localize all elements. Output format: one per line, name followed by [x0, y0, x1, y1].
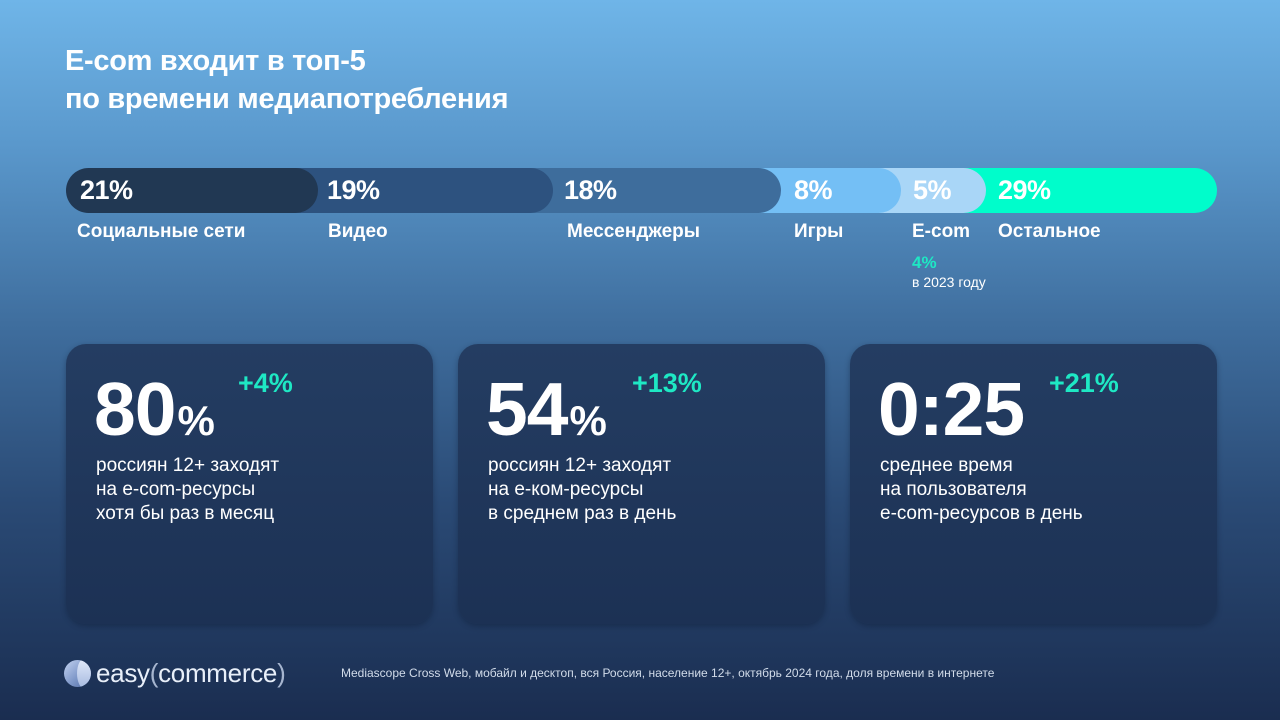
stat-description: россиян 12+ заходят на е-ком-ресурсы в с… [488, 454, 676, 526]
stat-card-daily-reach: 54% +13% россиян 12+ заходят на е-ком-ре… [458, 344, 825, 624]
segment-other-value: 29% [998, 175, 1051, 205]
segment-messengers-value: 18% [564, 175, 617, 205]
desc-line: среднее время [880, 455, 1013, 476]
label-ecom: E-com [912, 221, 971, 242]
stat-value: 80% [94, 364, 215, 466]
stat-delta: +21% [1049, 368, 1119, 398]
label-social: Социальные сети [77, 221, 246, 242]
brand-wordmark: easy(commerce) [96, 658, 286, 689]
stat-delta: +13% [632, 368, 702, 398]
desc-line: на e-com-ресурсы [96, 479, 256, 500]
segment-social: 21% [66, 168, 318, 213]
stat-delta: +4% [238, 368, 293, 398]
segment-messengers: 18% [526, 168, 781, 213]
segment-ecom-value: 5% [913, 175, 952, 205]
stat-number: 0:25 [878, 367, 1025, 451]
stat-unit: % [569, 397, 606, 444]
stat-card-avg-time: 0:25 +21% среднее время на пользователя … [850, 344, 1217, 624]
easy-commerce-logo-icon [64, 660, 91, 687]
desc-line: на пользователя [880, 479, 1027, 500]
segment-social-value: 21% [80, 175, 133, 205]
stat-description: среднее время на пользователя e-com-ресу… [880, 454, 1083, 526]
stat-number: 54 [486, 367, 568, 451]
page-title: E-com входит в топ-5 по времени медиапот… [65, 42, 509, 118]
brand-paren: ( [149, 658, 159, 688]
desc-line: россиян 12+ заходят [488, 455, 672, 476]
stat-number: 80 [94, 367, 176, 451]
stat-value: 0:25 [878, 364, 1026, 466]
brand-paren: ) [277, 658, 286, 688]
stat-card-monthly-reach: 80% +4% россиян 12+ заходят на e-com-рес… [66, 344, 433, 624]
desc-line: e-com-ресурсов в день [880, 503, 1083, 524]
ecom-2023-caption: в 2023 году [912, 274, 986, 290]
segment-video: 19% [291, 168, 553, 213]
ecom-2023-value: 4% [912, 253, 937, 272]
label-games: Игры [794, 221, 844, 242]
stat-value: 54% [486, 364, 607, 466]
desc-line: в среднем раз в день [488, 503, 677, 524]
desc-line: россиян 12+ заходят [96, 455, 280, 476]
brand-word: commerce [158, 658, 278, 688]
label-messengers: Мессенджеры [567, 221, 700, 242]
brand-logo: easy(commerce) [64, 658, 286, 689]
segment-video-value: 19% [327, 175, 380, 205]
desc-line: на е-ком-ресурсы [488, 479, 644, 500]
segment-games-value: 8% [794, 175, 833, 205]
label-other: Остальное [998, 221, 1101, 242]
label-video: Видео [328, 221, 388, 242]
stat-description: россиян 12+ заходят на e-com-ресурсы хот… [96, 454, 279, 526]
title-line-2: по времени медиапотребления [65, 83, 509, 115]
title-line-1: E-com входит в топ-5 [65, 45, 366, 77]
source-note: Mediascope Cross Web, мобайл и десктоп, … [341, 666, 995, 680]
segment-other: 29% [956, 168, 1217, 213]
desc-line: хотя бы раз в месяц [96, 503, 275, 524]
stacked-share-bar: 29% 5% 8% 18% 19% 21% [66, 168, 1217, 213]
stat-unit: % [177, 397, 214, 444]
brand-word: easy [96, 658, 150, 688]
